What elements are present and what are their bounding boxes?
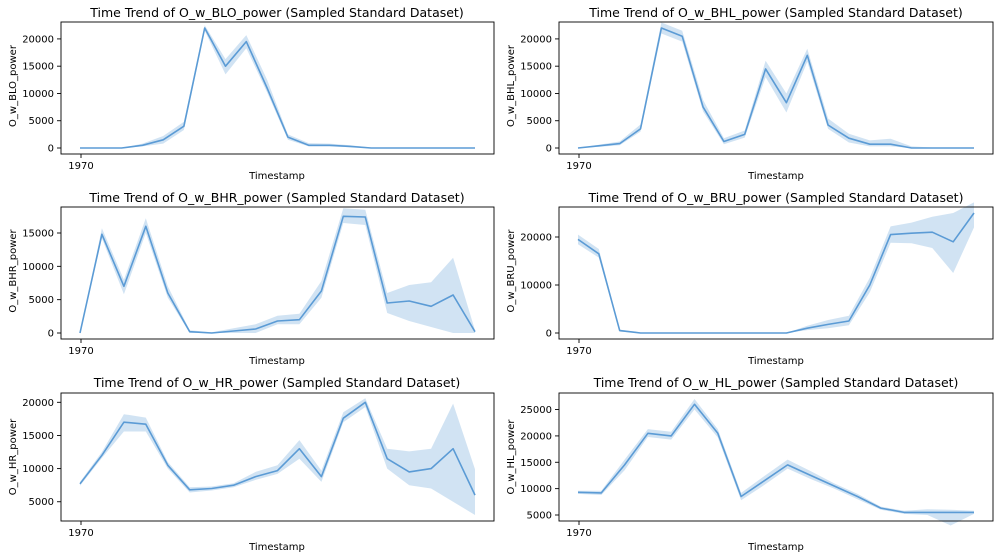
y-tick-label: 0 [48,144,54,155]
panel-title: Time Trend of O_w_HL_power (Sampled Stan… [593,375,959,390]
y-axis-label: O_w_BLO_power [8,44,19,127]
confidence-band [80,208,475,333]
y-tick-label: 15000 [22,431,54,442]
confidence-band [80,25,475,148]
series-line [79,215,476,334]
confidence-band [80,398,475,515]
y-tick-label: 20000 [22,398,54,409]
series-line [577,403,974,514]
plot-frame [558,392,994,522]
y-tick-label: 0 [48,329,54,340]
y-tick-label: 15000 [22,229,54,240]
x-tick-label: 1970 [566,528,591,539]
panel-hr-power: Time Trend of O_w_HR_power (Sampled Stan… [8,375,495,553]
plot-frame [60,392,495,522]
x-tick-label: 1970 [566,161,591,172]
x-axis-label: Timestamp [248,356,305,367]
y-tick-label: 10000 [520,89,552,100]
confidence-band [578,202,974,333]
x-axis-label: Timestamp [747,542,804,553]
panel-title: Time Trend of O_w_BLO_power (Sampled Sta… [89,5,463,20]
y-tick-label: 0 [546,329,552,340]
panel-blo-power: Time Trend of O_w_BLO_power (Sampled Sta… [8,5,495,182]
y-tick-label: 5000 [29,497,54,508]
series-line [577,212,975,334]
plot-frame [60,21,495,155]
y-tick-label: 20000 [520,34,552,45]
panel-bhr-power: Time Trend of O_w_BHR_power (Sampled Sta… [8,190,495,367]
panel-bhl-power: Time Trend of O_w_BHL_power (Sampled Sta… [506,5,994,182]
y-tick-label: 15000 [22,62,54,73]
y-tick-label: 10000 [520,281,552,292]
plot-frame [558,206,994,340]
y-tick-label: 20000 [22,34,54,45]
y-tick-label: 15000 [520,62,552,73]
y-tick-label: 5000 [527,511,552,522]
y-tick-label: 5000 [29,116,54,127]
panel-title: Time Trend of O_w_BHL_power (Sampled Sta… [588,5,962,20]
plot-frame [60,206,495,340]
plot-frame [558,21,994,155]
y-tick-label: 10000 [22,262,54,273]
y-tick-label: 15000 [520,458,552,469]
y-tick-label: 10000 [22,89,54,100]
x-axis-label: Timestamp [747,356,804,367]
y-tick-label: 25000 [520,405,552,416]
x-tick-label: 1970 [68,161,93,172]
y-tick-label: 5000 [29,295,54,306]
panel-hl-power: Time Trend of O_w_HL_power (Sampled Stan… [506,375,994,553]
y-tick-label: 10000 [520,484,552,495]
x-axis-label: Timestamp [248,542,305,553]
y-axis-label: O_w_HR_power [8,418,19,495]
x-tick-label: 1970 [566,346,591,357]
series-line [79,401,476,496]
panel-bru-power: Time Trend of O_w_BRU_power (Sampled Sta… [506,190,994,367]
y-axis-label: O_w_BRU_power [506,229,517,313]
y-axis-label: O_w_BHR_power [8,228,19,312]
y-tick-label: 20000 [520,431,552,442]
series-line [577,27,974,149]
y-tick-label: 10000 [22,464,54,475]
y-axis-label: O_w_HL_power [506,419,517,495]
x-tick-label: 1970 [68,528,93,539]
y-axis-label: O_w_BHL_power [506,44,517,127]
confidence-band [578,399,974,526]
x-axis-label: Timestamp [747,171,804,182]
x-tick-label: 1970 [68,346,93,357]
y-tick-label: 5000 [527,116,552,127]
series-line [80,27,475,149]
panel-title: Time Trend of O_w_HR_power (Sampled Stan… [93,375,461,390]
panel-title: Time Trend of O_w_BRU_power (Sampled Sta… [588,190,964,205]
y-tick-label: 20000 [520,233,552,244]
panel-title: Time Trend of O_w_BHR_power (Sampled Sta… [88,190,464,205]
y-tick-label: 0 [546,144,552,155]
x-axis-label: Timestamp [248,171,305,182]
